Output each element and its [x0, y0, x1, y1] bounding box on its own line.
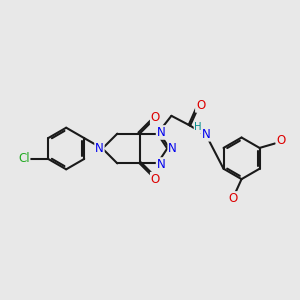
- Text: O: O: [228, 192, 237, 205]
- Text: N: N: [95, 142, 104, 155]
- Text: N: N: [202, 128, 210, 141]
- Text: N: N: [157, 158, 165, 171]
- Text: O: O: [151, 172, 160, 186]
- Text: N: N: [168, 142, 177, 155]
- Text: O: O: [196, 99, 205, 112]
- Text: O: O: [151, 111, 160, 124]
- Text: Cl: Cl: [18, 152, 30, 165]
- Text: O: O: [276, 134, 286, 147]
- Text: N: N: [157, 126, 165, 139]
- Text: H: H: [194, 122, 202, 132]
